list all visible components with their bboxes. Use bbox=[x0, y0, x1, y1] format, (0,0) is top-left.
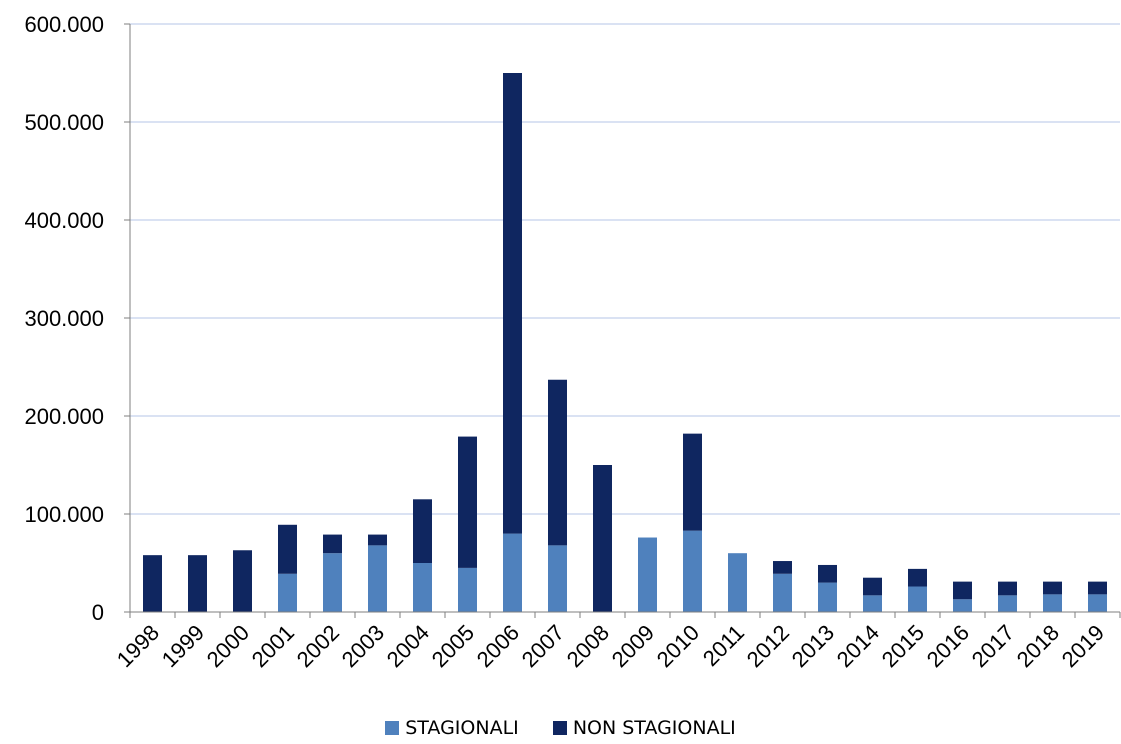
bar-stagionali-2014 bbox=[863, 595, 882, 612]
x-tick-label: 2019 bbox=[1057, 620, 1109, 672]
legend-swatch-non-stagionali bbox=[552, 721, 567, 735]
bar-non-stagionali-2013 bbox=[818, 564, 837, 583]
bar-stagionali-2018 bbox=[1043, 594, 1062, 612]
x-tick-label: 2018 bbox=[1012, 620, 1064, 672]
bar-stagionali-2017 bbox=[998, 595, 1017, 612]
legend-label-stagionali: STAGIONALI bbox=[405, 717, 519, 739]
x-tick-label: 1999 bbox=[157, 620, 209, 672]
x-tick-label: 2007 bbox=[517, 620, 569, 672]
bar-non-stagionali-2014 bbox=[863, 577, 882, 596]
bar-non-stagionali-2008 bbox=[593, 465, 612, 612]
bar-stagionali-2013 bbox=[818, 582, 837, 612]
bar-non-stagionali-2010 bbox=[683, 433, 702, 531]
axes bbox=[124, 23, 1121, 618]
bar-non-stagionali-1998 bbox=[143, 555, 162, 612]
bar-non-stagionali-2004 bbox=[413, 499, 432, 563]
legend-item-stagionali: STAGIONALI bbox=[385, 717, 519, 739]
x-tick-label: 2006 bbox=[472, 620, 524, 672]
bar-stagionali-2019 bbox=[1088, 594, 1107, 612]
y-tick-label: 400.000 bbox=[24, 208, 104, 233]
bar-non-stagionali-2001 bbox=[278, 524, 297, 574]
bar-stagionali-2016 bbox=[953, 599, 972, 612]
bar-stagionali-2015 bbox=[908, 586, 927, 612]
bar-stagionali-2010 bbox=[683, 530, 702, 612]
bar-non-stagionali-2002 bbox=[323, 534, 342, 554]
bar-stagionali-2012 bbox=[773, 573, 792, 612]
x-tick-label: 2012 bbox=[742, 620, 794, 672]
y-tick-label: 100.000 bbox=[24, 502, 104, 527]
x-tick-label: 2014 bbox=[832, 620, 884, 672]
bar-non-stagionali-2006 bbox=[503, 73, 522, 534]
x-tick-label: 2003 bbox=[337, 620, 389, 672]
y-tick-label: 300.000 bbox=[24, 306, 104, 331]
legend-swatch-stagionali bbox=[385, 721, 400, 735]
x-tick-labels: 1998199920002001200220032004200520062007… bbox=[112, 620, 1109, 672]
bar-stagionali-2005 bbox=[458, 567, 477, 612]
legend-item-non-stagionali: NON STAGIONALI bbox=[552, 717, 736, 739]
bar-stagionali-2006 bbox=[503, 533, 522, 612]
x-tick-label: 2017 bbox=[967, 620, 1019, 672]
bar-non-stagionali-2012 bbox=[773, 561, 792, 574]
bar-non-stagionali-2019 bbox=[1088, 581, 1107, 595]
bar-stagionali-2002 bbox=[323, 553, 342, 612]
x-tick-label: 1998 bbox=[112, 620, 164, 672]
bar-non-stagionali-2016 bbox=[953, 581, 972, 600]
bars bbox=[143, 73, 1107, 612]
legend-label-non-stagionali: NON STAGIONALI bbox=[572, 717, 736, 739]
y-tick-label: 200.000 bbox=[24, 404, 104, 429]
x-tick-label: 2004 bbox=[382, 620, 434, 672]
gridlines bbox=[130, 23, 1120, 515]
x-tick-label: 2010 bbox=[652, 620, 704, 672]
bar-stagionali-2001 bbox=[278, 573, 297, 612]
bar-stagionali-2009 bbox=[638, 537, 657, 612]
x-tick-label: 2016 bbox=[922, 620, 974, 672]
bar-stagionali-2007 bbox=[548, 545, 567, 612]
bar-non-stagionali-2018 bbox=[1043, 581, 1062, 595]
y-tick-label: 600.000 bbox=[24, 12, 104, 37]
bar-non-stagionali-2007 bbox=[548, 379, 567, 546]
bar-non-stagionali-1999 bbox=[188, 555, 207, 612]
y-tick-label: 500.000 bbox=[24, 110, 104, 135]
x-tick-label: 2009 bbox=[607, 620, 659, 672]
y-tick-labels: 0 100.000 200.000 300.000 400.000 500.000 600.… bbox=[24, 12, 104, 625]
x-tick-label: 2011 bbox=[698, 620, 749, 671]
x-tick-label: 2013 bbox=[787, 620, 839, 672]
legend: STAGIONALI NON STAGIONALI bbox=[0, 717, 1121, 740]
bar-non-stagionali-2003 bbox=[368, 534, 387, 546]
bar-stagionali-2004 bbox=[413, 563, 432, 612]
x-tick-label: 2015 bbox=[877, 620, 929, 672]
bar-stagionali-2011 bbox=[728, 553, 747, 612]
bar-non-stagionali-2005 bbox=[458, 436, 477, 568]
bar-non-stagionali-2017 bbox=[998, 581, 1017, 596]
x-tick-label: 2008 bbox=[562, 620, 614, 672]
x-tick-label: 2001 bbox=[247, 620, 299, 672]
bar-non-stagionali-2015 bbox=[908, 568, 927, 587]
bar-non-stagionali-2000 bbox=[233, 550, 252, 612]
x-tick-label: 2005 bbox=[427, 620, 479, 672]
bar-stagionali-2003 bbox=[368, 545, 387, 612]
y-tick-label: 0 bbox=[92, 600, 104, 625]
x-tick-label: 2002 bbox=[292, 620, 344, 672]
x-tick-label: 2000 bbox=[202, 620, 254, 672]
